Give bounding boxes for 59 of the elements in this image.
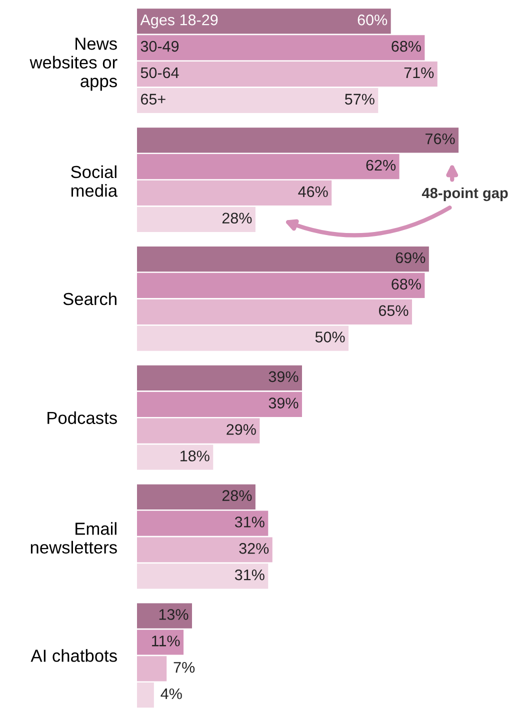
bar (137, 206, 256, 232)
data-label: 46% (298, 186, 328, 198)
series-label: 50-64 (140, 67, 179, 78)
bar (137, 128, 459, 153)
bar (137, 299, 412, 324)
y-tick-label: Email newsletters (30, 522, 117, 554)
bar (137, 392, 302, 417)
series-label: Ages 18-29 (140, 14, 218, 28)
data-label: 32% (239, 543, 269, 554)
bar (137, 630, 184, 655)
bar (137, 564, 268, 589)
series-label: 65+ (140, 94, 166, 105)
bar (137, 484, 256, 510)
y-tick-label: Podcasts (48, 411, 117, 424)
bar (137, 180, 332, 206)
y-tick-label: News websites or apps (30, 38, 118, 91)
y-tick-label: Social media (71, 165, 118, 197)
bar (137, 682, 154, 708)
data-label: 76% (426, 133, 455, 144)
bar (137, 418, 260, 444)
bar (137, 326, 349, 351)
data-label: 62% (366, 160, 396, 171)
bar (137, 656, 167, 682)
bar (137, 154, 400, 180)
bar (137, 272, 425, 298)
bar (137, 365, 302, 391)
data-label: 4% (160, 688, 182, 700)
data-label: 31% (234, 569, 264, 580)
data-label: 31% (234, 516, 264, 528)
data-label: 39% (268, 371, 298, 382)
data-label: 68% (392, 278, 421, 290)
y-tick-label: Search (63, 292, 116, 306)
data-label: 11% (152, 636, 180, 646)
data-label: 28% (222, 212, 252, 224)
bar (137, 62, 438, 87)
data-label: 65% (378, 305, 408, 316)
data-label: 50% (315, 332, 345, 342)
data-label: 69% (396, 252, 426, 264)
data-label: 13% (159, 609, 188, 620)
y-tick-label: AI chatbots (30, 649, 117, 662)
bar (137, 444, 214, 470)
data-label: 18% (180, 450, 210, 462)
bar (137, 246, 429, 272)
bar (137, 510, 268, 536)
data-label: 7% (174, 662, 195, 673)
data-label: 60% (358, 14, 388, 26)
data-label: 57% (344, 94, 374, 105)
data-label: 29% (226, 424, 256, 435)
bar (137, 35, 425, 60)
data-label: 39% (268, 398, 298, 409)
annotation: 48-point gap (422, 187, 508, 202)
bar (137, 8, 391, 34)
data-label: 71% (404, 67, 434, 78)
bar (137, 537, 272, 562)
bar (137, 88, 378, 114)
bar (137, 603, 192, 628)
data-label: 68% (392, 40, 421, 52)
series-label: 30-49 (140, 40, 179, 52)
data-label: 28% (222, 490, 252, 501)
